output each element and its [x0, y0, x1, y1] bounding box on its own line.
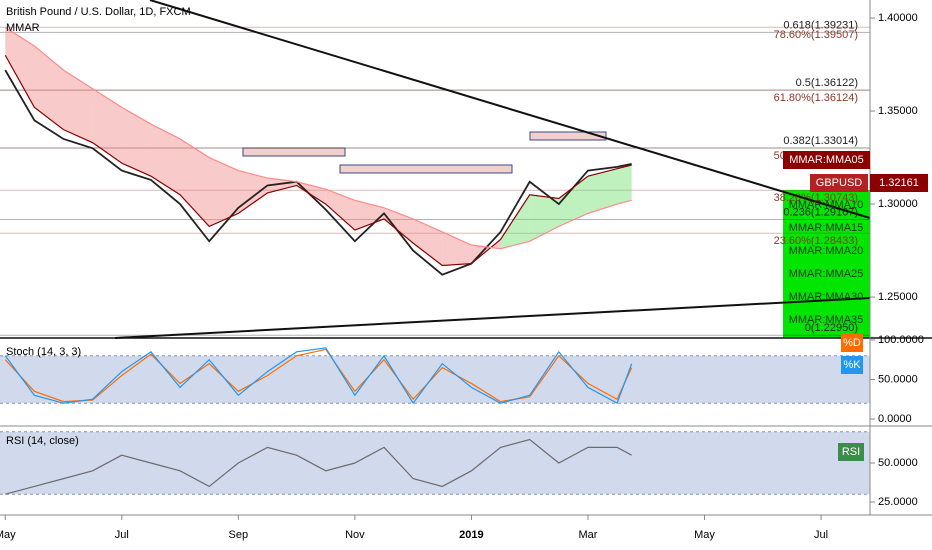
- ribbon-fill: [617, 165, 632, 205]
- symbol-tag-box: [810, 174, 868, 192]
- indicator-band: [0, 431, 870, 495]
- ma-column: [783, 190, 870, 338]
- series-line: [4, 54, 632, 267]
- ma-label: MMAR:MMA30: [789, 291, 864, 303]
- x-tick-label: May: [0, 529, 16, 541]
- ribbon-fill: [34, 45, 64, 130]
- stoch-k-tag: %K: [843, 359, 861, 371]
- ribbon-fill: [63, 70, 93, 143]
- ma-label: MMAR:MMA10: [789, 199, 864, 211]
- ribbon-fill: [5, 27, 35, 108]
- x-tick-label: Jul: [814, 529, 828, 541]
- fib-label: 23.60%(1.28433): [774, 235, 858, 247]
- trendline: [149, 0, 871, 219]
- symbol-tag: GBPUSD: [816, 177, 863, 189]
- ribbon-fill: [325, 189, 355, 231]
- marks: 0.618(1.39231)78.60%(1.39507) 0.5(1.36122…: [0, 19, 870, 495]
- fib-label: 0.618(1.39231): [783, 19, 858, 31]
- indicator-label: MMAR: [6, 22, 40, 34]
- pane-title: Stoch (14, 3, 3): [6, 346, 81, 358]
- rsi-tag-box: [838, 443, 864, 461]
- series-line: [4, 347, 633, 405]
- y-tick-label: 25.0000: [878, 496, 918, 508]
- ma-label: MMAR:MMA15: [789, 222, 864, 234]
- ribbon-fill: [121, 107, 151, 177]
- fib-label: 0(1.22950): [805, 322, 858, 334]
- ma-label: MMAR:MMA25: [789, 268, 864, 280]
- x-tick-label: Nov: [345, 529, 365, 541]
- pane-title: RSI (14, close): [6, 435, 79, 447]
- ribbon-fill: [92, 88, 122, 164]
- ma-label: MMAR:MMA20: [789, 245, 864, 257]
- x-tick-label: May: [694, 529, 715, 541]
- series-line: [4, 348, 633, 403]
- y-tick-label: 1.40000: [878, 12, 918, 24]
- x-tick-label: Jul: [115, 529, 129, 541]
- y-tick-label: 0.0000: [878, 413, 912, 425]
- ribbon-fill: [180, 138, 210, 227]
- ribbon-fill: [558, 176, 588, 227]
- resistance-box: [339, 164, 513, 174]
- x-tick-label: Mar: [578, 529, 597, 541]
- ribbon-fill: [296, 181, 326, 205]
- trendline: [114, 297, 871, 339]
- x-tick-label: Sep: [229, 529, 249, 541]
- series-line: [4, 69, 632, 276]
- ribbon-fill: [442, 231, 472, 266]
- y-tick-label: 1.25000: [878, 291, 918, 303]
- layout: [242, 131, 870, 338]
- y-tick-label: 50.0000: [878, 373, 918, 385]
- series-line: [5, 438, 632, 495]
- resistance-box: [529, 131, 607, 141]
- chart-title: British Pound / U.S. Dollar, 1D, FXCM: [6, 6, 191, 18]
- ma-tag: MMAR:MMA05: [789, 154, 864, 166]
- stoch-d-tag: %D: [843, 337, 861, 349]
- rsi-tag: RSI: [842, 446, 860, 458]
- ribbon-fill: [413, 218, 443, 266]
- indicator-band: [0, 355, 870, 404]
- x-tick-label: 2019: [459, 529, 483, 541]
- fib-label: 61.80%(1.36124): [774, 92, 858, 104]
- y-tick-label: 1.30000: [878, 198, 918, 210]
- ribbon-fill: [150, 124, 181, 195]
- y-tick-label: 50.0000: [878, 457, 918, 469]
- ribbon-fill: [354, 200, 385, 231]
- ribbon-fill: [587, 168, 618, 214]
- ribbon-fill: [267, 178, 297, 193]
- ma-tag-box: [783, 151, 870, 169]
- y-tick-label: 100.0000: [878, 334, 924, 346]
- ma-label: MMAR:MMA35: [789, 314, 864, 326]
- resistance-box: [242, 147, 346, 157]
- ribbon-fill: [500, 194, 530, 249]
- series-line: [4, 26, 632, 250]
- fib-label: 0.382(1.33014): [783, 135, 858, 147]
- fib-label: 78.60%(1.39507): [774, 29, 858, 41]
- stoch-k-tag-box: [841, 356, 863, 374]
- y-tick-label: 1.35000: [878, 105, 918, 117]
- ribbon-fill: [209, 157, 239, 227]
- fib-label: 0.5(1.36122): [796, 77, 858, 89]
- stoch-d-tag-box: [841, 334, 863, 352]
- last-price: 1.32161: [879, 177, 919, 189]
- last-price-box: [870, 174, 928, 192]
